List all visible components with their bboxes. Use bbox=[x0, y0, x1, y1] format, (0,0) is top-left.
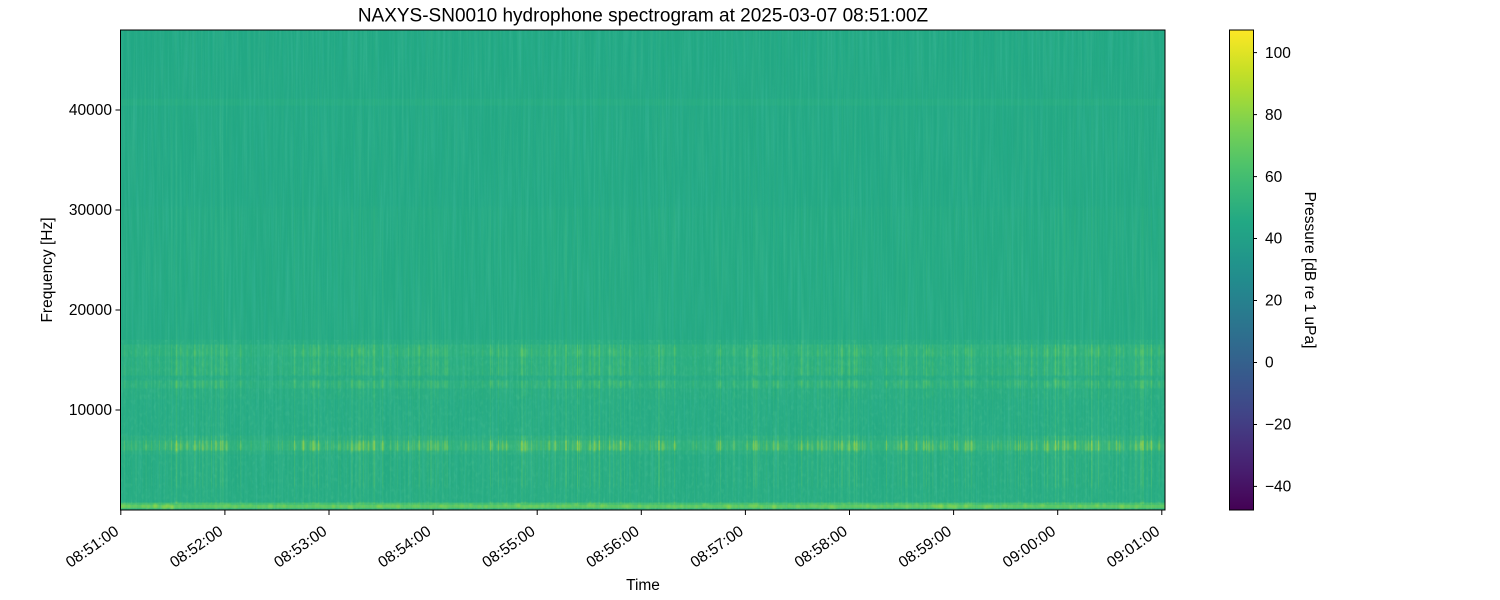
svg-text:−40: −40 bbox=[1265, 479, 1292, 496]
svg-text:40000: 40000 bbox=[69, 102, 112, 119]
svg-text:40: 40 bbox=[1265, 231, 1283, 248]
svg-text:30000: 30000 bbox=[69, 202, 112, 219]
svg-text:20: 20 bbox=[1265, 293, 1283, 310]
svg-text:20000: 20000 bbox=[69, 302, 112, 319]
svg-text:NAXYS-SN0010 hydrophone spectr: NAXYS-SN0010 hydrophone spectrogram at 2… bbox=[358, 6, 929, 27]
svg-text:Pressure [dB re 1 uPa]: Pressure [dB re 1 uPa] bbox=[1301, 192, 1318, 349]
svg-text:100: 100 bbox=[1265, 45, 1291, 62]
svg-text:60: 60 bbox=[1265, 169, 1283, 186]
svg-text:Frequency [Hz]: Frequency [Hz] bbox=[39, 217, 56, 322]
svg-text:−20: −20 bbox=[1265, 417, 1292, 434]
svg-text:0: 0 bbox=[1265, 355, 1274, 372]
svg-text:Time: Time bbox=[626, 577, 660, 594]
svg-text:80: 80 bbox=[1265, 107, 1283, 124]
svg-text:10000: 10000 bbox=[69, 402, 112, 419]
